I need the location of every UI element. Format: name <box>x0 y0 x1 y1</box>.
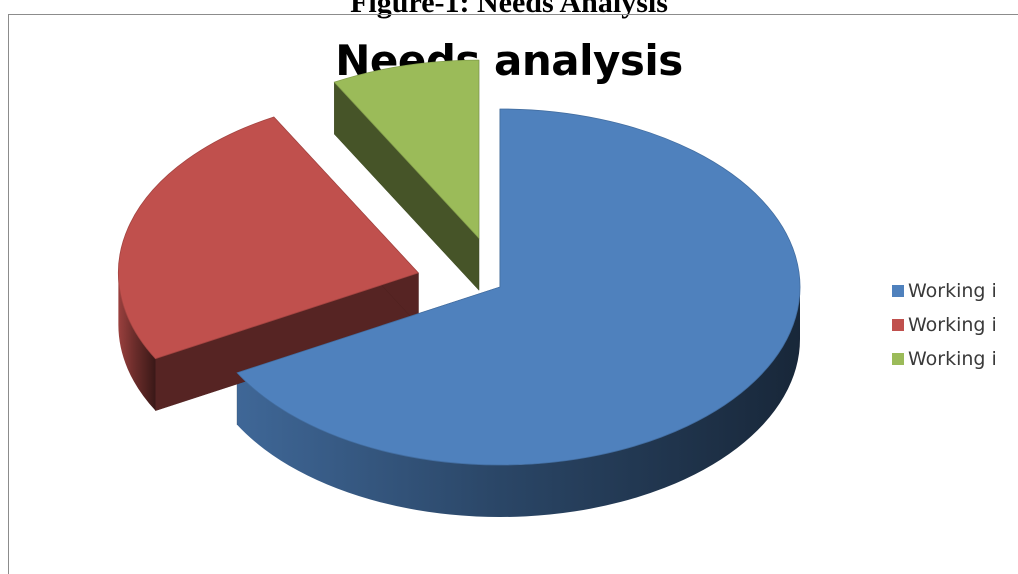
pie-slice-1 <box>236 108 801 466</box>
chart-legend: Working i Working i Working i <box>892 274 997 376</box>
legend-label: Working i <box>908 314 997 336</box>
pie-slice-1-wall <box>237 287 800 518</box>
legend-item-1: Working i <box>892 274 997 308</box>
chart-frame <box>8 14 1018 574</box>
legend-swatch <box>892 319 904 331</box>
legend-item-2: Working i <box>892 308 997 342</box>
legend-label: Working i <box>908 280 997 302</box>
pie-slice-3 <box>333 59 480 240</box>
legend-swatch <box>892 285 904 297</box>
legend-swatch <box>892 353 904 365</box>
pie-slice-2 <box>118 116 420 360</box>
legend-item-3: Working i <box>892 342 997 376</box>
pie-slice-2-wall <box>118 272 156 411</box>
legend-label: Working i <box>908 348 997 370</box>
